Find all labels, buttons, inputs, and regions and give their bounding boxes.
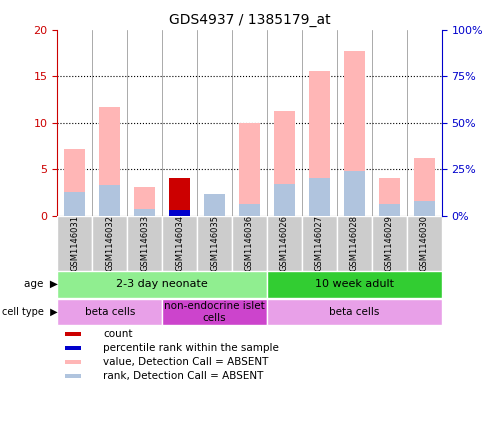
Bar: [162, 216, 197, 271]
Bar: [239, 203, 260, 216]
Text: GSM1146032: GSM1146032: [105, 215, 114, 271]
Text: GSM1146030: GSM1146030: [420, 215, 429, 271]
Bar: [92, 216, 127, 271]
Text: GSM1146036: GSM1146036: [245, 215, 254, 271]
Title: GDS4937 / 1385179_at: GDS4937 / 1385179_at: [169, 13, 330, 27]
Bar: [309, 71, 330, 216]
Bar: [169, 178, 190, 216]
Bar: [302, 216, 337, 271]
Text: GSM1146028: GSM1146028: [350, 215, 359, 271]
Bar: [344, 51, 365, 216]
Bar: [127, 216, 162, 271]
Bar: [57, 271, 267, 298]
Text: rank, Detection Call = ABSENT: rank, Detection Call = ABSENT: [103, 371, 264, 381]
Bar: [239, 123, 260, 216]
Bar: [274, 184, 295, 216]
Text: age  ▶: age ▶: [23, 280, 57, 289]
Bar: [169, 210, 190, 216]
Text: count: count: [103, 330, 133, 339]
Text: GSM1146034: GSM1146034: [175, 215, 184, 271]
Bar: [57, 299, 162, 325]
Bar: [134, 209, 155, 216]
Bar: [64, 149, 85, 216]
Bar: [414, 201, 435, 216]
Bar: [134, 187, 155, 216]
Text: non-endocrine islet
cells: non-endocrine islet cells: [164, 301, 265, 323]
Bar: [65, 374, 81, 377]
Bar: [309, 178, 330, 216]
Text: GSM1146033: GSM1146033: [140, 215, 149, 271]
Bar: [162, 299, 267, 325]
Bar: [267, 271, 442, 298]
Bar: [379, 203, 400, 216]
Bar: [64, 192, 85, 216]
Bar: [372, 216, 407, 271]
Text: GSM1146035: GSM1146035: [210, 215, 219, 271]
Text: GSM1146027: GSM1146027: [315, 215, 324, 271]
Bar: [65, 346, 81, 350]
Text: 2-3 day neonate: 2-3 day neonate: [116, 280, 208, 289]
Bar: [197, 216, 232, 271]
Text: GSM1146026: GSM1146026: [280, 215, 289, 271]
Bar: [267, 299, 442, 325]
Bar: [337, 216, 372, 271]
Bar: [274, 110, 295, 216]
Bar: [344, 171, 365, 216]
Bar: [379, 178, 400, 216]
Text: beta cells: beta cells: [85, 307, 135, 317]
Text: value, Detection Call = ABSENT: value, Detection Call = ABSENT: [103, 357, 269, 367]
Bar: [65, 360, 81, 364]
Text: 10 week adult: 10 week adult: [315, 280, 394, 289]
Text: cell type  ▶: cell type ▶: [2, 307, 57, 317]
Text: GSM1146031: GSM1146031: [70, 215, 79, 271]
Bar: [204, 194, 225, 216]
Bar: [232, 216, 267, 271]
Text: percentile rank within the sample: percentile rank within the sample: [103, 343, 279, 353]
Bar: [204, 195, 225, 216]
Bar: [65, 332, 81, 336]
Bar: [267, 216, 302, 271]
Text: GSM1146029: GSM1146029: [385, 215, 394, 271]
Text: beta cells: beta cells: [329, 307, 379, 317]
Bar: [99, 185, 120, 216]
Bar: [99, 107, 120, 216]
Bar: [57, 216, 92, 271]
Bar: [414, 158, 435, 216]
Bar: [407, 216, 442, 271]
